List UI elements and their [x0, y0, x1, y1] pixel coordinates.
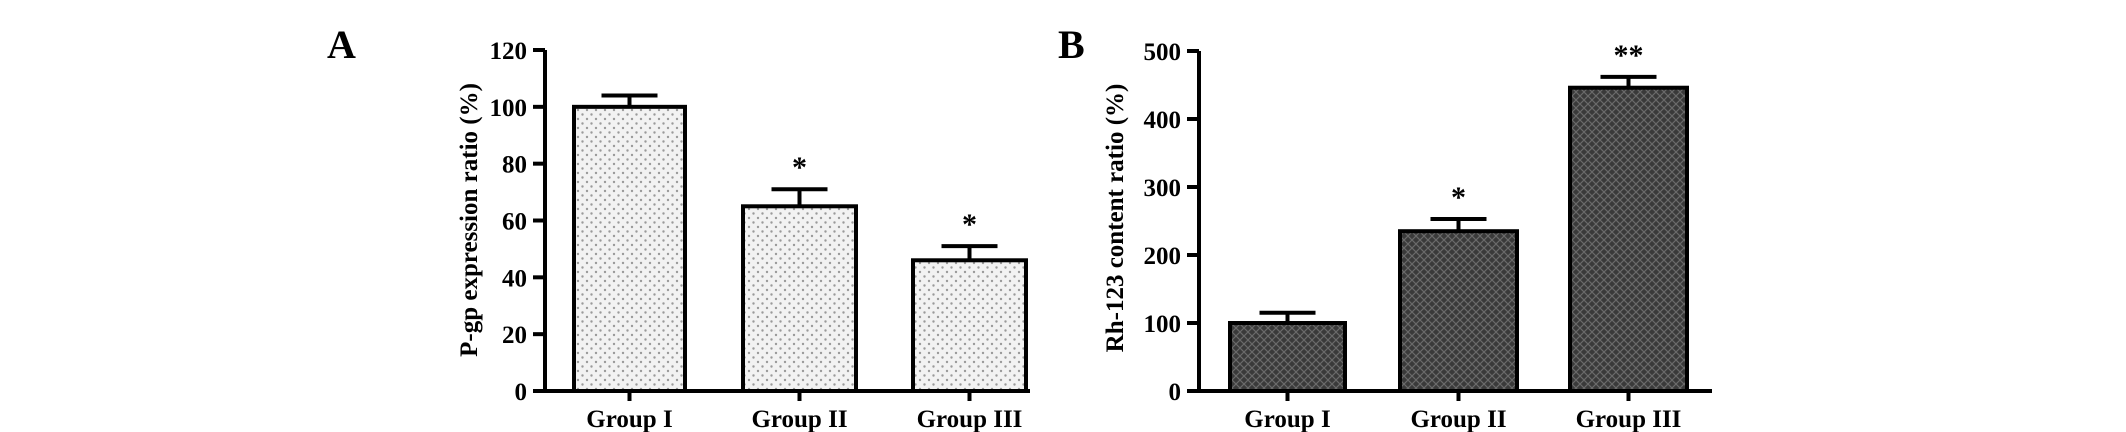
panel-a-bar-3: [911, 258, 1028, 393]
panel-a: A P-gp expression ratio (%) Group I*Grou…: [327, 22, 1030, 432]
panel-a-significance-2: *: [792, 151, 807, 184]
panel-b-significance-2: *: [1451, 181, 1466, 214]
panel-b-category-label-3: Group III: [1576, 406, 1682, 432]
panel-b-y-tick-label-4: 400: [1144, 107, 1182, 134]
panel-a-y-tick-label-0: 0: [515, 379, 528, 406]
panel-b-bar-2: [1398, 229, 1519, 393]
panel-b-plot-area: Group I * Group II ** Group III 0 100 200 300 400…: [1144, 39, 1712, 432]
panel-b-y-tick-label-1: 100: [1144, 311, 1182, 338]
panel-a-y-tick-label-5: 100: [490, 95, 528, 122]
panel-b-bar-3: [1568, 85, 1689, 393]
panel-a-y-tick-label-3: 60: [502, 209, 527, 236]
panel-a-category-label-2: Group II: [751, 406, 847, 432]
panel-b-error-bar-3: [1600, 74, 1657, 88]
panel-b-bar-1: [1228, 321, 1347, 393]
panel-b-y-axis-title: Rh-123 content ratio (%): [1102, 84, 1129, 353]
panel-b-y-tick-label-3: 300: [1144, 175, 1182, 202]
panel-a-y-tick-label-4: 80: [502, 152, 527, 179]
panel-a-y-tick-label-1: 20: [502, 322, 527, 349]
panel-b-category-label-2: Group II: [1410, 406, 1506, 432]
panel-a-error-bar-3: [941, 244, 998, 261]
panel-a-significance-3: *: [962, 208, 977, 241]
panel-a-y-tick-label-6: 120: [490, 38, 528, 65]
panel-a-error-bar-2: [771, 187, 828, 207]
panel-a-category-label-1: Group I: [586, 406, 672, 432]
panel-b: B Rh-123 content ratio (%) Group I*Group…: [1058, 22, 1712, 432]
panel-a-y-tick-label-2: 40: [502, 265, 527, 292]
panel-b-significance-3: **: [1614, 39, 1644, 72]
panel-a-category-label-3: Group III: [917, 406, 1023, 432]
panel-b-error-bar-2: [1430, 216, 1487, 232]
panel-b-y-tick-label-5: 500: [1144, 39, 1182, 66]
panel-a-letter: A: [327, 22, 356, 67]
panel-a-plot-area: Group I * Group II * Group III 0 20 40 60 80 100 12…: [490, 38, 1030, 432]
panel-b-y-tick-label-2: 200: [1144, 243, 1182, 270]
panel-a-bar-1: [572, 104, 687, 393]
panel-a-error-bar-1: [601, 93, 658, 107]
panel-b-error-bar-1: [1259, 310, 1316, 323]
panel-b-category-label-1: Group I: [1244, 406, 1330, 432]
panel-b-y-tick-label-0: 0: [1169, 379, 1182, 406]
panel-a-bar-2: [741, 204, 858, 393]
panel-b-letter: B: [1058, 22, 1085, 67]
panel-a-y-axis-title: P-gp expression ratio (%): [456, 83, 483, 357]
